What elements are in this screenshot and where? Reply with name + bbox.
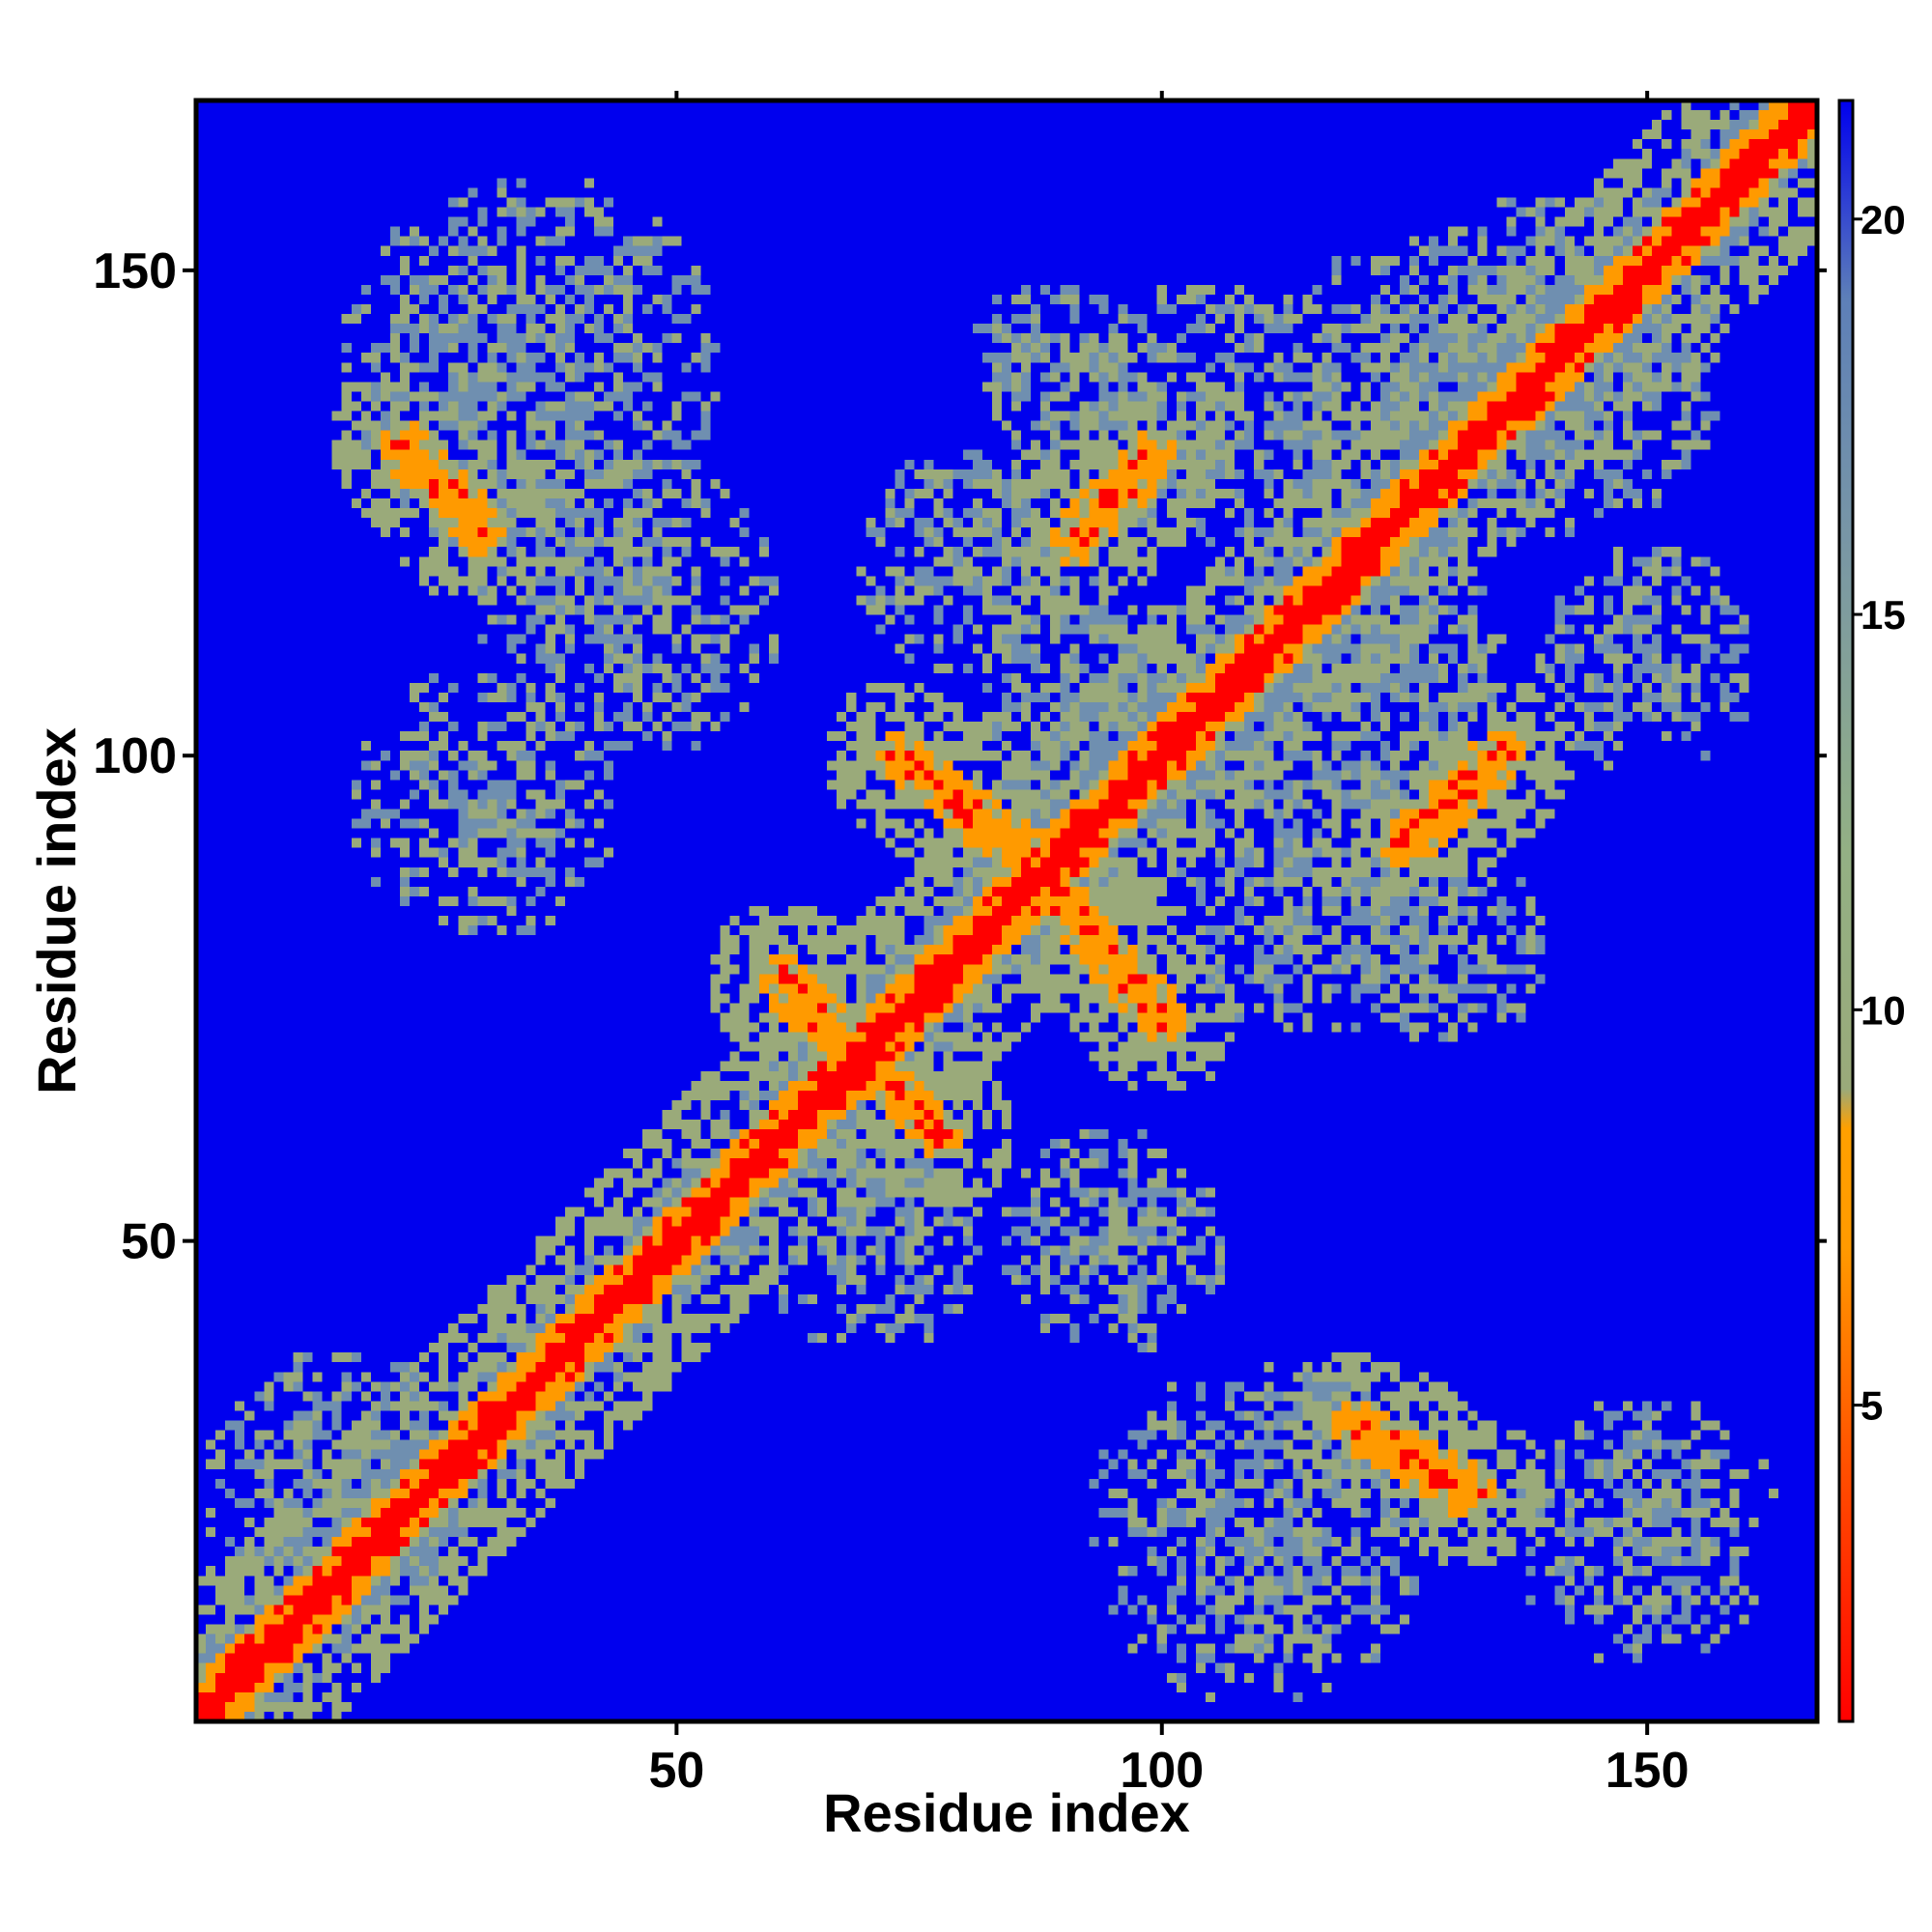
y-axis-label: Residue index <box>26 727 87 1094</box>
colorbar-tick-label: 20 <box>1861 197 1906 242</box>
x-tick-label: 100 <box>1120 1743 1204 1799</box>
y-axis-ticks: 50 100 150 <box>93 243 1827 1270</box>
colorbar-ticks: 5 10 15 20 <box>1853 197 1906 1429</box>
colorbar-tick-label: 15 <box>1861 592 1906 638</box>
y-tick-label: 50 <box>121 1214 177 1270</box>
colorbar-tick-label: 10 <box>1861 987 1906 1033</box>
x-tick-label: 50 <box>648 1743 704 1799</box>
y-tick-label: 150 <box>93 243 177 299</box>
y-tick-label: 100 <box>93 728 177 784</box>
colorbar-tick-label: 5 <box>1861 1383 1883 1429</box>
heatmap-cells <box>196 100 1817 1721</box>
heatmap-image <box>196 100 1817 1721</box>
plot-frame <box>193 98 1820 1724</box>
colorbar <box>1837 99 1855 1723</box>
x-tick-label: 150 <box>1605 1743 1690 1799</box>
x-axis-label: Residue index <box>823 1782 1190 1843</box>
x-axis-ticks: 50 100 150 <box>648 91 1690 1799</box>
